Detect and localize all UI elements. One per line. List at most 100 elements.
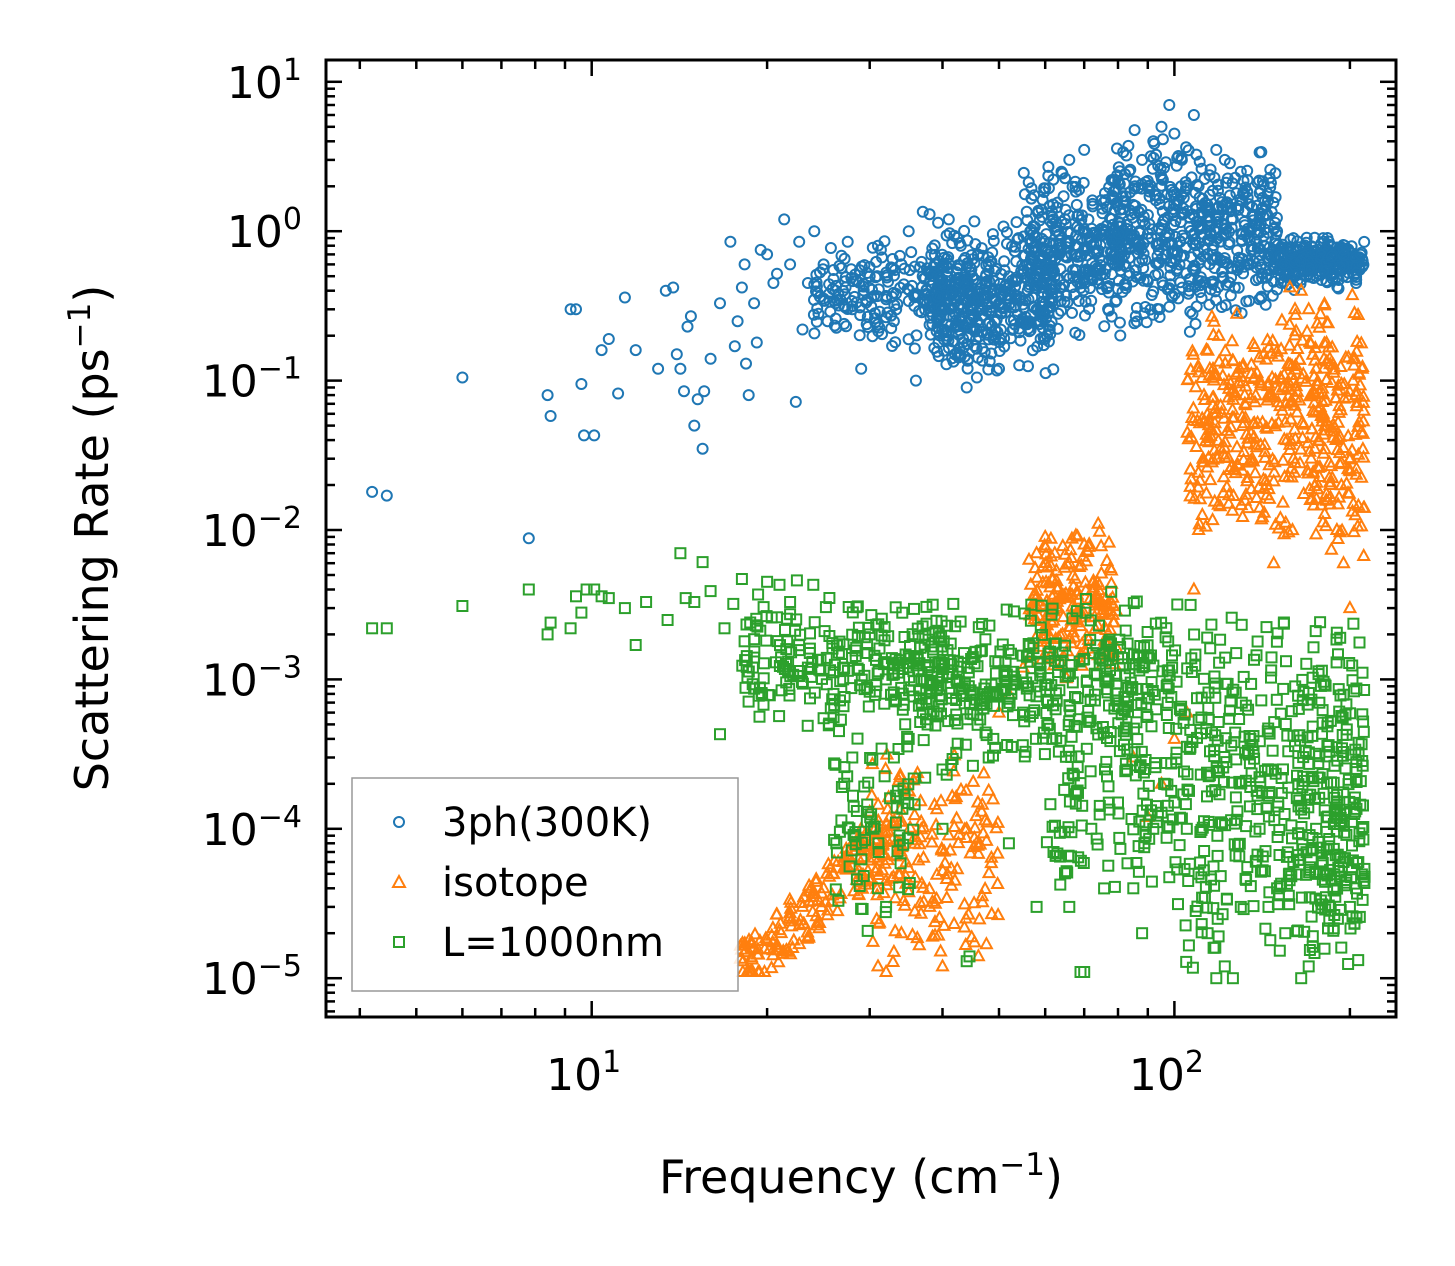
point-isotope <box>805 893 821 907</box>
point-isotope <box>937 855 953 869</box>
point-3ph <box>1168 127 1181 140</box>
point-3ph <box>824 242 837 254</box>
point-isotope <box>901 884 916 898</box>
point-isotope <box>1186 346 1201 360</box>
point-3ph <box>724 235 737 248</box>
point-3ph <box>1149 194 1162 207</box>
point-l1000nm <box>804 692 816 705</box>
point-isotope <box>1040 559 1055 573</box>
point-isotope <box>1021 551 1037 565</box>
point-3ph <box>958 224 971 237</box>
point-3ph <box>1308 231 1321 244</box>
point-isotope <box>989 820 1004 834</box>
point-isotope <box>865 933 881 947</box>
point-3ph <box>828 294 841 307</box>
point-3ph <box>1253 254 1266 267</box>
point-isotope <box>1356 413 1371 427</box>
point-isotope <box>827 853 842 867</box>
point-l1000nm <box>847 789 859 802</box>
point-l1000nm <box>838 777 851 790</box>
point-3ph <box>1001 237 1013 250</box>
point-isotope <box>979 832 994 846</box>
point-isotope <box>1181 431 1196 445</box>
point-isotope <box>1044 614 1059 628</box>
point-l1000nm <box>1000 603 1013 616</box>
point-3ph <box>1193 219 1205 232</box>
point-l1000nm <box>1036 628 1048 641</box>
point-3ph <box>1294 255 1307 268</box>
point-3ph <box>1182 287 1195 300</box>
point-3ph <box>456 371 469 384</box>
point-l1000nm <box>688 596 701 608</box>
point-3ph <box>1155 120 1168 133</box>
point-l1000nm <box>887 686 900 699</box>
point-isotope <box>1282 279 1298 293</box>
point-l1000nm <box>866 753 879 766</box>
point-l1000nm <box>544 616 557 629</box>
point-l1000nm <box>891 845 904 858</box>
point-3ph <box>1202 215 1215 228</box>
point-l1000nm <box>919 771 932 784</box>
point-isotope <box>1355 358 1370 372</box>
point-isotope <box>1288 378 1304 392</box>
point-isotope <box>974 888 990 902</box>
point-3ph <box>954 259 967 272</box>
point-3ph <box>865 300 878 313</box>
point-3ph <box>1010 216 1023 229</box>
point-3ph <box>910 329 923 342</box>
point-isotope <box>928 895 943 909</box>
point-isotope <box>1312 432 1327 446</box>
point-isotope <box>1035 558 1051 572</box>
point-l1000nm <box>829 883 842 896</box>
point-l1000nm <box>1064 704 1077 717</box>
point-3ph <box>684 310 697 323</box>
point-l1000nm <box>1056 646 1069 659</box>
point-3ph <box>1243 294 1256 307</box>
point-3ph <box>1216 196 1228 209</box>
point-3ph <box>1027 220 1040 232</box>
point-3ph <box>916 205 929 218</box>
point-isotope <box>1223 375 1238 389</box>
point-3ph <box>997 220 1010 233</box>
point-3ph <box>961 362 974 375</box>
point-3ph <box>975 309 988 322</box>
point-isotope <box>1244 356 1259 370</box>
point-isotope <box>1239 473 1255 487</box>
point-3ph <box>1111 142 1123 155</box>
point-3ph <box>1211 216 1224 228</box>
point-l1000nm <box>875 742 888 755</box>
point-3ph <box>945 286 958 299</box>
point-l1000nm <box>806 655 819 668</box>
point-3ph <box>950 277 963 290</box>
point-3ph <box>1105 310 1118 323</box>
point-isotope <box>1097 604 1113 618</box>
point-isotope <box>1068 527 1084 541</box>
point-3ph <box>940 358 953 371</box>
point-l1000nm <box>873 642 886 655</box>
point-isotope <box>1218 343 1233 357</box>
point-3ph <box>1138 218 1151 231</box>
point-3ph <box>1303 262 1316 275</box>
point-isotope <box>1332 456 1347 470</box>
point-l1000nm <box>979 633 992 646</box>
point-3ph <box>1188 263 1201 275</box>
point-isotope <box>1237 395 1253 409</box>
point-3ph <box>1151 250 1164 262</box>
point-3ph <box>1118 249 1131 262</box>
point-3ph <box>796 323 809 336</box>
point-l1000nm <box>1279 927 1292 940</box>
point-l1000nm <box>824 664 836 677</box>
point-l1000nm <box>875 629 888 642</box>
point-3ph <box>979 292 992 304</box>
point-isotope <box>1319 314 1335 328</box>
point-3ph <box>1025 182 1038 195</box>
point-l1000nm <box>366 622 379 635</box>
point-3ph <box>807 308 820 321</box>
point-3ph <box>575 378 588 390</box>
point-isotope <box>971 845 986 859</box>
point-3ph <box>1083 282 1096 295</box>
point-3ph <box>1269 191 1282 204</box>
point-l1000nm <box>875 612 888 625</box>
point-l1000nm <box>830 846 843 859</box>
point-3ph <box>961 257 974 270</box>
